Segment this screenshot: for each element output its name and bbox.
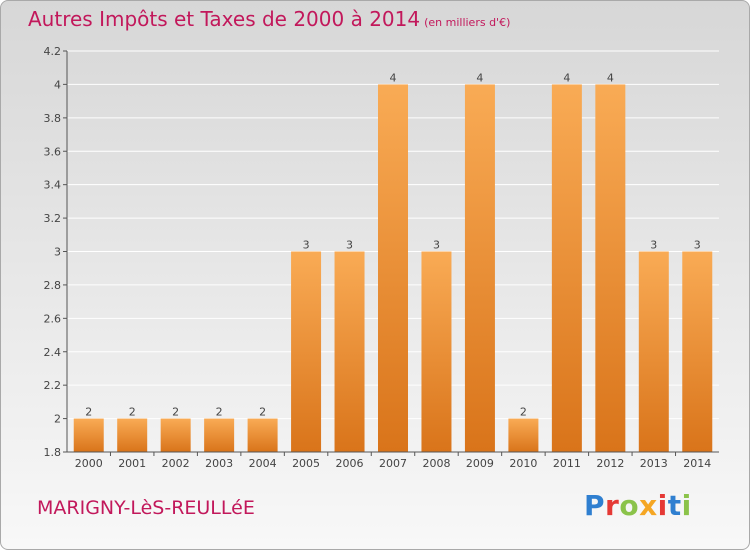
logo-letter: o [619, 489, 640, 522]
y-tick-label: 4 [54, 78, 61, 91]
x-tick-label: 2012 [596, 457, 624, 470]
bar [378, 84, 408, 453]
data-label: 2 [520, 406, 527, 419]
x-tick-label: 2008 [422, 457, 450, 470]
data-label: 2 [85, 406, 92, 419]
x-tick-label: 2001 [118, 457, 146, 470]
title-text: Autres Impôts et Taxes de 2000 à 2014 [28, 7, 421, 31]
bar [464, 84, 495, 453]
logo-letter: r [605, 489, 620, 522]
logo-letter: P [584, 489, 606, 522]
bar [508, 418, 539, 452]
bar [247, 418, 278, 452]
x-tick-label: 2005 [292, 457, 320, 470]
data-labels: 2 2 2 2 2 3 3 4 3 4 2 4 4 3 3 [85, 71, 701, 418]
y-tick-label: 1.8 [44, 446, 62, 459]
x-tick-label: 2002 [162, 457, 190, 470]
logo-letter: t [667, 489, 682, 522]
bar [291, 251, 322, 452]
data-label: 4 [563, 71, 570, 84]
y-tick-label: 2 [54, 413, 61, 426]
commune-name: MARIGNY-LèS-REULLéE [37, 497, 255, 519]
y-tick-label: 2.4 [44, 346, 62, 359]
data-label: 4 [390, 71, 397, 84]
y-tick-label: 2.8 [44, 279, 62, 292]
data-label: 3 [346, 239, 353, 252]
chart-title: Autres Impôts et Taxes de 2000 à 2014 (en… [28, 7, 510, 31]
bar [334, 251, 365, 452]
logo-letter: i [657, 489, 668, 522]
data-label: 2 [129, 406, 136, 419]
data-label: 2 [259, 406, 266, 419]
x-tick-label: 2014 [683, 457, 711, 470]
x-tick-label: 2000 [75, 457, 103, 470]
logo-letter: i [681, 489, 692, 522]
proxiti-logo: Proxiti [584, 489, 692, 522]
bar [204, 418, 235, 452]
y-tick-label: 3 [54, 246, 61, 259]
y-tick-label: 3.8 [44, 112, 62, 125]
data-label: 4 [607, 71, 614, 84]
logo-letter: x [639, 489, 658, 522]
x-tick-label: 2006 [336, 457, 364, 470]
y-tick-label: 2.6 [44, 312, 62, 325]
x-tick-label: 2007 [379, 457, 407, 470]
x-tick-labels: 2000 2001 2002 2003 2004 2005 2006 2007 2008 2009… [75, 457, 712, 470]
x-tick-label: 2009 [466, 457, 494, 470]
y-tick-label: 3.2 [44, 212, 62, 225]
bar [595, 84, 626, 453]
data-label: 3 [694, 239, 701, 252]
bar [160, 418, 191, 452]
bar [638, 251, 669, 452]
bars [73, 84, 713, 453]
data-label: 3 [433, 239, 440, 252]
bar [421, 251, 452, 452]
data-label: 3 [650, 239, 657, 252]
x-tick-label: 2011 [553, 457, 581, 470]
y-tick-label: 3.4 [44, 179, 62, 192]
bar [117, 418, 148, 452]
title-unit: (en milliers d'€) [424, 16, 511, 29]
y-tick-labels: 1.8 2 2.2 2.4 2.6 2.8 3 3.2 3.4 3.6 3.8 4 4.2 [44, 45, 62, 459]
data-label: 2 [216, 406, 223, 419]
bar [73, 418, 104, 452]
x-tick-label: 2004 [249, 457, 277, 470]
x-tick-label: 2003 [205, 457, 233, 470]
data-label: 3 [303, 239, 310, 252]
data-label: 2 [172, 406, 179, 419]
bar [551, 84, 582, 453]
y-tick-label: 4.2 [44, 45, 62, 58]
x-tick-label: 2013 [640, 457, 668, 470]
bar [682, 251, 713, 452]
y-tick-label: 2.2 [44, 379, 62, 392]
axes [66, 51, 719, 453]
data-label: 4 [476, 71, 483, 84]
y-tick-label: 3.6 [44, 145, 62, 158]
x-tick-label: 2010 [509, 457, 537, 470]
